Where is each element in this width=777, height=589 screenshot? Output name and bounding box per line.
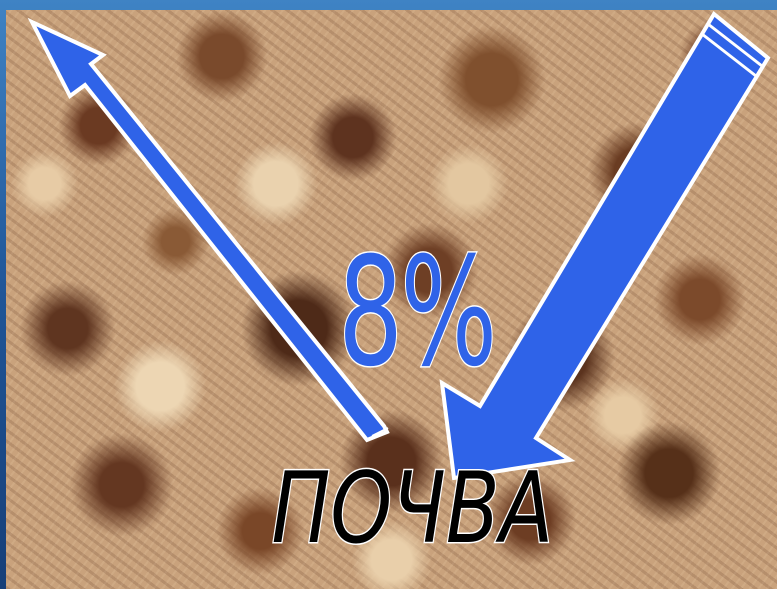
percentage-label: 8% xyxy=(337,226,498,400)
soil-caption: ПОЧВА xyxy=(270,452,554,566)
soil-photo xyxy=(6,10,777,589)
arrow-down-left-icon xyxy=(439,10,771,481)
arrow-up-left-icon xyxy=(27,17,390,443)
